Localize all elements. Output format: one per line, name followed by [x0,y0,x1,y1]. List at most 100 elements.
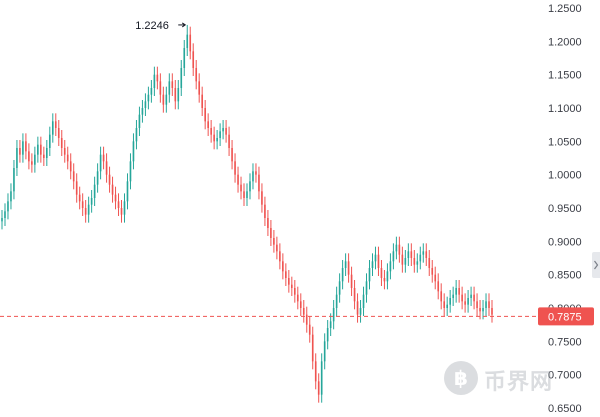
candle[interactable] [81,193,84,216]
candle[interactable] [177,80,180,110]
candle[interactable] [243,183,245,206]
candle[interactable] [153,66,156,96]
candle[interactable] [410,243,413,266]
candle[interactable] [201,86,204,116]
candle[interactable] [69,153,72,180]
candle[interactable] [171,73,174,96]
candle[interactable] [431,260,434,283]
candle[interactable] [198,73,201,103]
candle[interactable] [401,246,404,273]
candle[interactable] [144,93,147,116]
candle[interactable] [1,210,3,230]
candle[interactable] [162,86,165,113]
candle[interactable] [320,353,323,403]
candle[interactable] [440,283,443,310]
candle[interactable] [308,316,311,343]
candle[interactable] [296,286,299,310]
candle[interactable] [174,80,177,110]
candle[interactable] [147,86,150,110]
candle[interactable] [87,196,90,223]
candle[interactable] [273,230,275,253]
candle[interactable] [485,293,487,316]
candle[interactable] [407,243,410,266]
candle[interactable] [40,136,42,163]
candle[interactable] [111,176,114,203]
candle[interactable] [425,243,428,266]
candle[interactable] [222,120,224,140]
candle[interactable] [192,43,195,76]
candle[interactable] [279,243,281,270]
candle[interactable] [416,253,419,273]
candle[interactable] [183,40,186,76]
candle[interactable] [34,146,36,173]
candle[interactable] [57,120,60,146]
candle[interactable] [10,183,12,210]
candle[interactable] [207,113,209,136]
candle[interactable] [380,260,383,286]
candle[interactable] [168,73,171,103]
candle[interactable] [383,270,386,290]
candle[interactable] [455,280,457,303]
candle[interactable] [305,306,308,333]
candle[interactable] [4,203,6,226]
candle[interactable] [353,280,356,310]
candle[interactable] [437,273,440,300]
candle[interactable] [377,246,380,276]
candle[interactable] [467,290,469,313]
candle[interactable] [314,353,317,390]
candle[interactable] [138,106,141,136]
candle[interactable] [326,320,329,350]
candle[interactable] [108,166,111,193]
candle[interactable] [389,253,392,280]
candle[interactable] [105,153,108,183]
candle[interactable] [293,280,296,303]
candle[interactable] [368,260,371,290]
candle[interactable] [374,246,377,270]
candle[interactable] [288,270,290,293]
candle[interactable] [120,200,123,223]
candle[interactable] [317,373,320,403]
candle[interactable] [470,286,472,306]
candle[interactable] [479,300,481,320]
candle[interactable] [350,266,353,296]
candle[interactable] [66,146,69,170]
candle[interactable] [464,293,466,313]
candle[interactable] [276,236,278,260]
plot-area[interactable] [1,24,493,403]
candle[interactable] [264,196,266,226]
candle[interactable] [141,100,144,123]
candle[interactable] [135,120,138,150]
candle[interactable] [72,163,75,190]
candle[interactable] [13,160,15,200]
candle[interactable] [48,126,51,156]
candle[interactable] [270,220,272,246]
candle[interactable] [267,210,269,236]
candle[interactable] [78,186,81,210]
candle[interactable] [96,163,99,193]
candle[interactable] [43,146,45,166]
candle[interactable] [219,123,221,146]
candle[interactable] [434,266,437,290]
candle[interactable] [99,146,102,180]
candle[interactable] [159,73,162,103]
candle[interactable] [255,163,257,183]
candle[interactable] [449,290,451,313]
candle[interactable] [75,173,78,203]
candle[interactable] [392,243,395,270]
candle[interactable] [249,173,251,200]
candle[interactable] [102,146,105,170]
candle[interactable] [282,253,284,280]
candle[interactable] [156,66,159,90]
candle[interactable] [365,273,368,303]
candle[interactable] [344,253,347,276]
candle[interactable] [19,140,21,163]
candle[interactable] [132,133,135,170]
candle[interactable] [22,133,24,163]
candle[interactable] [16,140,18,176]
candle[interactable] [335,286,338,316]
candle[interactable] [114,186,117,210]
candle[interactable] [210,120,212,143]
candle[interactable] [428,250,431,276]
candle[interactable] [225,120,227,143]
